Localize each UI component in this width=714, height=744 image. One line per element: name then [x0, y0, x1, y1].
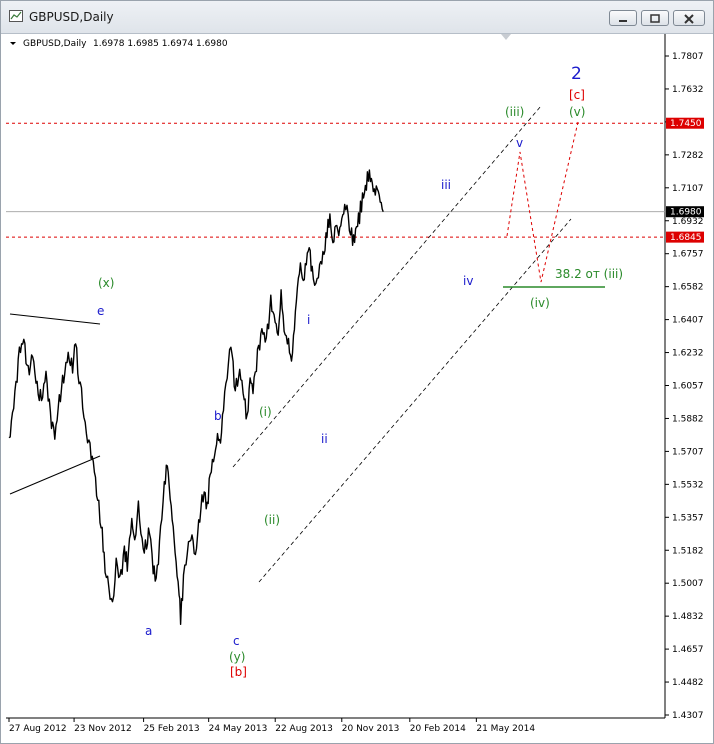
close-button[interactable] — [673, 10, 705, 26]
price-tick-label: 1.6407 — [672, 316, 704, 326]
wave-label-i-paren: (i) — [259, 405, 272, 419]
price-chart[interactable]: GBPUSD,Daily 1.6978 1.6985 1.6974 1.6980… — [1, 34, 713, 743]
price-tick-label: 1.6582 — [672, 283, 704, 293]
title-bar: GBPUSD,Daily — [1, 1, 713, 34]
wave-label-iv: iv — [463, 274, 473, 288]
price-tick-label: 1.7107 — [672, 184, 704, 194]
price-tick-label: 1.4832 — [672, 612, 704, 622]
price-tick-label: 1.4657 — [672, 645, 704, 655]
minimize-button[interactable] — [609, 10, 637, 26]
price-tick-label: 1.4482 — [672, 678, 704, 688]
time-axis-ticks: 27 Aug 2012 23 Nov 2012 25 Feb 2013 24 May … — [8, 718, 535, 734]
price-tick-label: 1.5882 — [672, 414, 704, 424]
svg-text:1.7450: 1.7450 — [670, 119, 702, 129]
ohlc-values: 1.6978 1.6985 1.6974 1.6980 — [93, 39, 228, 49]
price-tick-label: 1.6057 — [672, 382, 704, 392]
wave-label-2: 2 — [571, 64, 582, 84]
price-tick-label: 1.7282 — [672, 151, 704, 161]
chart-window-icon — [9, 10, 23, 22]
time-tick-label: 25 Feb 2013 — [144, 724, 200, 734]
close-icon — [684, 14, 694, 24]
wave-label-b: b — [214, 409, 222, 423]
chart-symbol-label: GBPUSD,Daily — [23, 39, 87, 49]
current-price-tag: 1.6980 — [666, 206, 704, 218]
time-tick-label: 20 Nov 2013 — [342, 724, 400, 734]
wave-label-c: c — [233, 634, 240, 648]
symbol-dropdown-icon[interactable] — [10, 42, 16, 45]
channel-upper-line[interactable] — [232, 105, 542, 468]
wave-label-b-bracket: [b] — [230, 665, 247, 679]
projection-path[interactable] — [506, 121, 579, 283]
triangle-upper-line[interactable] — [9, 313, 101, 325]
time-tick-label: 23 Nov 2012 — [74, 724, 132, 734]
price-tick-label: 1.6232 — [672, 349, 704, 359]
window-title: GBPUSD,Daily — [29, 10, 114, 24]
maximize-button[interactable] — [641, 10, 669, 26]
resistance-price-tag: 1.7450 — [666, 117, 704, 129]
time-tick-label: 20 Feb 2014 — [410, 724, 466, 734]
price-tick-label: 1.6757 — [672, 250, 704, 260]
wave-label-ii-paren: (ii) — [264, 513, 280, 527]
price-tick-label: 1.7632 — [672, 85, 704, 95]
wave-label-iv-paren: (iv) — [530, 296, 550, 310]
wave-label-v: v — [516, 136, 523, 150]
price-tick-label: 1.5707 — [672, 447, 704, 457]
price-tick-label: 1.5007 — [672, 579, 704, 589]
wave-label-x: (x) — [98, 276, 114, 290]
wave-label-iii-paren: (iii) — [505, 105, 524, 119]
wave-label-a: a — [145, 624, 152, 638]
wave-label-y: (y) — [229, 650, 245, 664]
price-tick-label: 1.5357 — [672, 513, 704, 523]
wave-label-ii: ii — [321, 432, 328, 446]
support-price-tag: 1.6845 — [666, 231, 704, 243]
time-tick-label: 22 Aug 2013 — [275, 724, 333, 734]
price-tick-label: 1.5532 — [672, 480, 704, 490]
price-tick-label: 1.6932 — [672, 217, 704, 227]
minimize-icon — [619, 20, 627, 22]
fib-level-label: 38.2 от (iii) — [555, 267, 623, 281]
wave-label-e: e — [97, 304, 104, 318]
svg-text:1.6845: 1.6845 — [670, 233, 702, 243]
wave-label-c-bracket: [c] — [569, 88, 585, 102]
wave-label-i: i — [307, 313, 310, 327]
maximize-icon — [650, 14, 660, 23]
time-tick-label: 24 May 2013 — [209, 724, 268, 734]
channel-lower-line[interactable] — [258, 218, 572, 583]
shift-marker-icon[interactable] — [501, 34, 511, 40]
wave-label-iii: iii — [441, 178, 451, 192]
triangle-lower-line[interactable] — [9, 455, 101, 495]
price-axis-ticks: 1.78071.76321.74571.72821.71071.69321.67… — [665, 52, 704, 721]
time-tick-label: 27 Aug 2012 — [9, 724, 67, 734]
price-tick-label: 1.7807 — [672, 52, 704, 62]
svg-text:1.6980: 1.6980 — [670, 208, 702, 218]
price-tick-label: 1.5182 — [672, 546, 704, 556]
time-tick-label: 21 May 2014 — [476, 724, 535, 734]
price-series-line — [8, 169, 384, 625]
wave-label-v-paren: (v) — [569, 105, 585, 119]
price-tick-label: 1.4307 — [672, 711, 704, 721]
